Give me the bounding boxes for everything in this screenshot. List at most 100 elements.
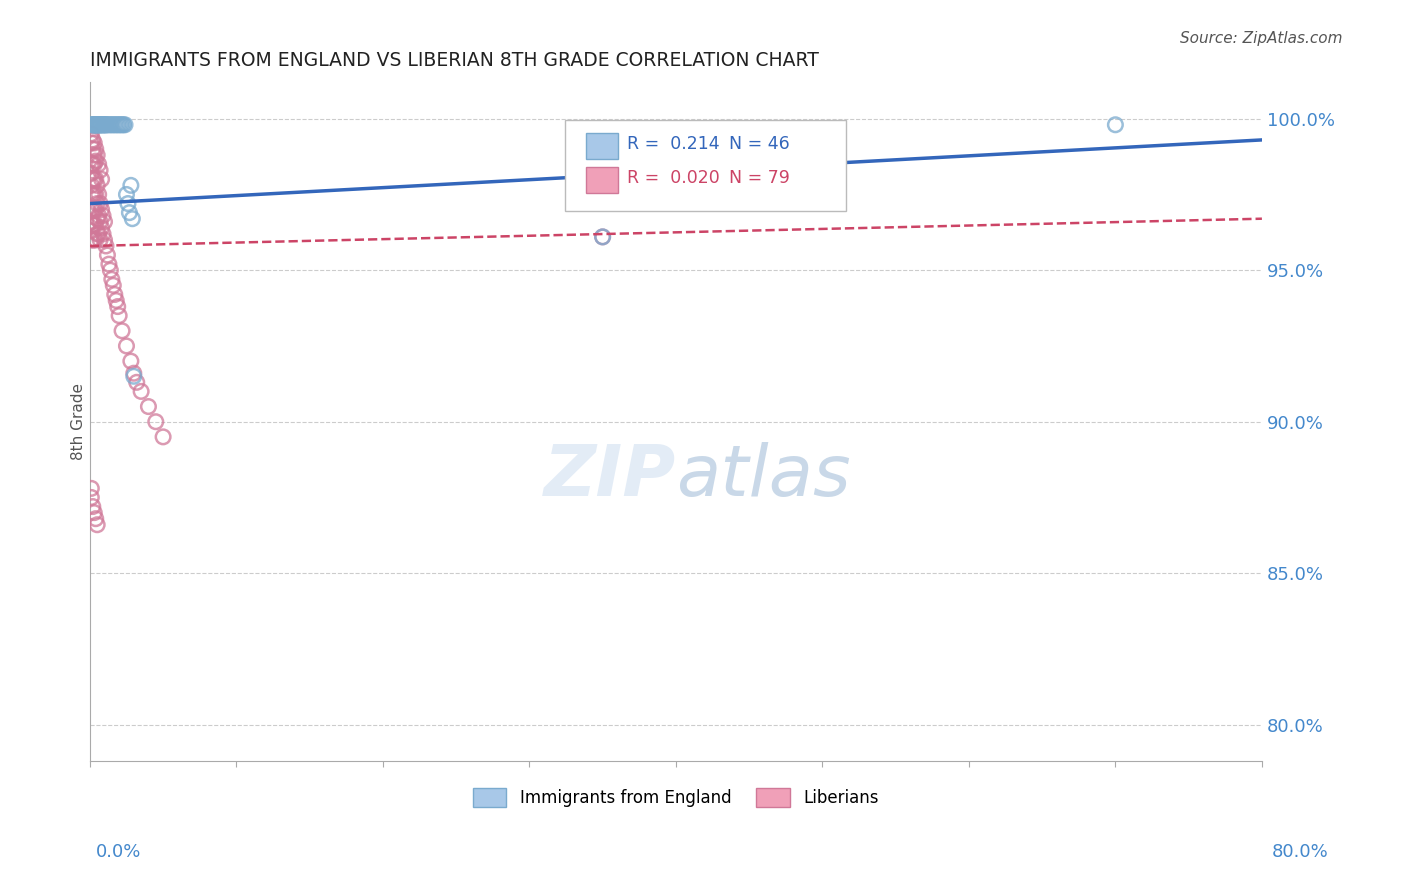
Point xyxy=(86,148,108,162)
Point xyxy=(89,163,111,178)
Point xyxy=(110,118,132,132)
Point xyxy=(86,178,108,193)
Point xyxy=(91,227,114,241)
Point xyxy=(87,187,110,202)
Text: R =  0.214: R = 0.214 xyxy=(627,135,720,153)
Point xyxy=(98,263,121,277)
Point xyxy=(90,118,112,132)
Point xyxy=(93,118,115,132)
Point xyxy=(83,202,105,217)
Point xyxy=(80,166,103,180)
Point xyxy=(82,172,104,186)
Point xyxy=(97,118,120,132)
Point xyxy=(122,369,145,384)
Text: R =  0.020: R = 0.020 xyxy=(627,169,720,186)
Point xyxy=(80,136,103,150)
Point xyxy=(80,178,103,193)
Point xyxy=(96,248,118,262)
Point xyxy=(82,157,104,171)
Point xyxy=(80,157,103,171)
Y-axis label: 8th Grade: 8th Grade xyxy=(72,384,86,460)
Point xyxy=(86,118,108,132)
Point xyxy=(83,118,105,132)
Point xyxy=(87,157,110,171)
Point xyxy=(80,233,103,247)
Point xyxy=(83,506,105,520)
Point xyxy=(90,220,112,235)
Point xyxy=(84,187,107,202)
Point xyxy=(87,227,110,241)
Point xyxy=(104,118,127,132)
Point xyxy=(89,196,111,211)
Text: 80.0%: 80.0% xyxy=(1272,843,1329,861)
Point xyxy=(96,118,118,132)
Point xyxy=(82,500,104,514)
Text: ZIP: ZIP xyxy=(544,442,676,510)
Point xyxy=(86,196,108,211)
Point xyxy=(125,376,148,390)
Point xyxy=(80,118,103,132)
Point xyxy=(82,233,104,247)
Point xyxy=(86,118,108,132)
Point xyxy=(98,118,121,132)
Text: atlas: atlas xyxy=(676,442,851,510)
Point xyxy=(93,233,115,247)
Point xyxy=(84,511,107,525)
Point xyxy=(80,187,103,202)
Point xyxy=(80,215,103,229)
Point xyxy=(115,339,138,353)
Point xyxy=(84,118,107,132)
Point xyxy=(82,187,104,202)
Point xyxy=(101,118,124,132)
Point xyxy=(90,172,112,186)
Point xyxy=(94,118,117,132)
Text: 0.0%: 0.0% xyxy=(96,843,141,861)
Point xyxy=(89,215,111,229)
Point xyxy=(87,209,110,223)
FancyBboxPatch shape xyxy=(586,167,619,193)
Point xyxy=(80,491,103,505)
Point xyxy=(84,202,107,217)
Point xyxy=(83,233,105,247)
Point xyxy=(80,224,103,238)
Point xyxy=(107,118,129,132)
Point xyxy=(90,202,112,217)
Point xyxy=(82,118,104,132)
Text: Source: ZipAtlas.com: Source: ZipAtlas.com xyxy=(1180,31,1343,46)
Point xyxy=(94,118,117,132)
Point xyxy=(83,218,105,232)
Text: IMMIGRANTS FROM ENGLAND VS LIBERIAN 8TH GRADE CORRELATION CHART: IMMIGRANTS FROM ENGLAND VS LIBERIAN 8TH … xyxy=(90,51,818,70)
Point xyxy=(91,209,114,223)
Point xyxy=(117,196,139,211)
Point xyxy=(90,118,112,132)
Point xyxy=(89,118,111,132)
Point xyxy=(86,118,108,132)
Point xyxy=(83,118,105,132)
Point xyxy=(91,118,114,132)
Point xyxy=(111,324,134,338)
Point xyxy=(84,154,107,169)
Point xyxy=(86,517,108,532)
Point xyxy=(114,118,136,132)
Point xyxy=(83,157,105,171)
Point xyxy=(84,118,107,132)
Point xyxy=(592,230,614,244)
Point xyxy=(103,278,125,293)
Point xyxy=(112,118,135,132)
Text: N = 79: N = 79 xyxy=(728,169,790,186)
Point xyxy=(120,354,142,368)
Point xyxy=(80,127,103,141)
Point xyxy=(83,172,105,186)
Point xyxy=(121,211,143,226)
Text: N = 46: N = 46 xyxy=(728,135,789,153)
Point xyxy=(94,239,117,253)
Point xyxy=(111,118,134,132)
Point xyxy=(83,187,105,202)
Point xyxy=(84,118,107,132)
Point xyxy=(97,257,120,271)
Point xyxy=(104,287,127,301)
Point xyxy=(115,187,138,202)
Point xyxy=(80,202,103,217)
Point xyxy=(86,227,108,241)
Point xyxy=(89,118,111,132)
